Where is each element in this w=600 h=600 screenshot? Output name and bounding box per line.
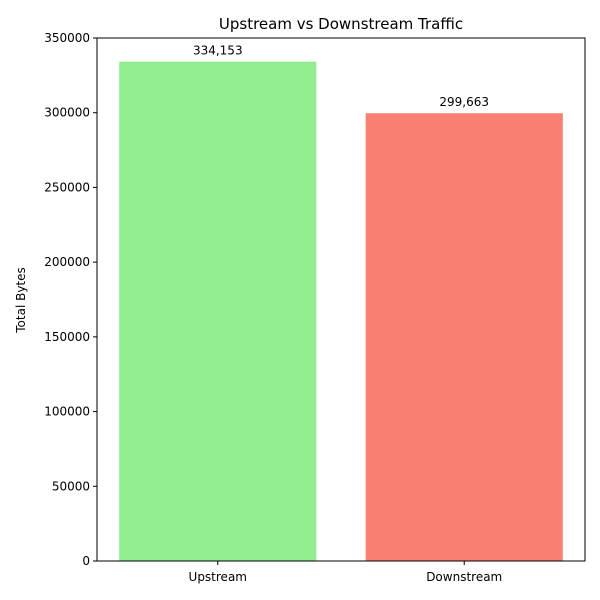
bar-value-label: 334,153 [193,44,243,58]
bars-group: 334,153 299,663 [119,44,563,562]
y-tick-label: 200000 [44,255,90,269]
x-axis-ticks: Upstream Downstream [189,561,502,584]
bar-upstream [119,61,317,562]
y-tick-label: 100000 [44,405,90,419]
y-tick-label: 250000 [44,180,90,194]
y-tick-label: 150000 [44,330,90,344]
y-axis-label: Total Bytes [14,267,28,334]
bar-downstream [365,113,563,561]
y-tick-label: 300000 [44,106,90,120]
x-tick-label: Downstream [426,570,502,584]
y-axis-ticks: 0 50000 100000 150000 200000 250000 300000 3500… [44,31,97,568]
chart-title: Upstream vs Downstream Traffic [219,15,463,33]
plot-frame [96,37,586,562]
y-tick-label: 50000 [52,479,90,493]
y-tick-label: 350000 [44,31,90,45]
y-tick-label: 0 [82,554,90,568]
x-tick-label: Upstream [189,570,247,584]
bar-value-label: 299,663 [439,95,489,109]
